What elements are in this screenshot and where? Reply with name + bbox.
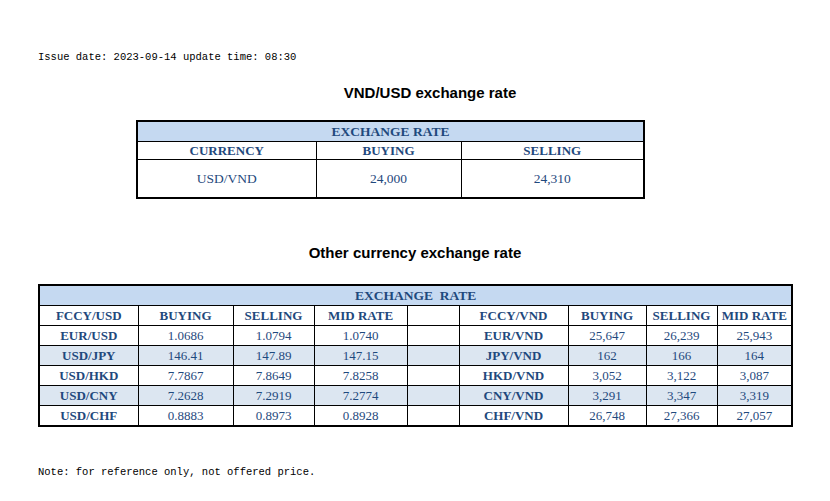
gap-column-cell [407,366,459,386]
selling-rate-cell: 166 [646,346,717,366]
gap-column-cell [407,306,459,326]
usd-table-title: VND/USD exchange rate [30,84,830,101]
currency-pair-cell: HKD/VND [459,366,568,386]
table-row: EUR/USD 1.0686 1.0794 1.0740 EUR/VND 25,… [39,326,792,346]
gap-column-cell [407,386,459,406]
currency-pair-cell: USD/HKD [39,366,138,386]
mid-rate-cell: 0.8928 [314,406,407,427]
currency-pair-cell: EUR/VND [459,326,568,346]
mid-rate-cell: 27,057 [717,406,792,427]
selling-rate-cell: 7.8649 [233,366,314,386]
column-header-selling-vnd: SELLING [646,306,717,326]
selling-rate-cell: 147.89 [233,346,314,366]
buying-rate-cell: 7.7867 [138,366,233,386]
table-row: USD/CNY 7.2628 7.2919 7.2774 CNY/VND 3,2… [39,386,792,406]
table-row: USD/JPY 146.41 147.89 147.15 JPY/VND 162… [39,346,792,366]
exchange-rate-band: EXCHANGE RATE [39,285,792,306]
gap-column-cell [407,346,459,366]
mid-rate-cell: 25,943 [717,326,792,346]
buying-rate-cell: 3,052 [568,366,646,386]
buying-rate-cell: 146.41 [138,346,233,366]
gap-column-cell [407,326,459,346]
other-table-title: Other currency exchange rate [0,244,830,261]
table-row: USD/VND 24,000 24,310 [137,160,644,199]
column-header-buying: BUYING [316,142,461,160]
buying-rate-cell: 162 [568,346,646,366]
mid-rate-cell: 3,087 [717,366,792,386]
table-row: USD/HKD 7.7867 7.8649 7.8258 HKD/VND 3,0… [39,366,792,386]
column-header-currency: CURRENCY [137,142,316,160]
column-header-fccy-vnd: FCCY/VND [459,306,568,326]
buying-rate-cell: 3,291 [568,386,646,406]
buying-rate-cell: 24,000 [316,160,461,199]
selling-rate-cell: 7.2919 [233,386,314,406]
selling-rate-cell: 1.0794 [233,326,314,346]
selling-rate-cell: 26,239 [646,326,717,346]
currency-pair-cell: USD/CHF [39,406,138,427]
currency-pair-cell: CHF/VND [459,406,568,427]
buying-rate-cell: 0.8883 [138,406,233,427]
selling-rate-cell: 27,366 [646,406,717,427]
table-row: USD/CHF 0.8883 0.8973 0.8928 CHF/VND 26,… [39,406,792,427]
mid-rate-cell: 147.15 [314,346,407,366]
issue-date-text: Issue date: 2023-09-14 update time: 08:3… [38,51,296,63]
gap-column-cell [407,406,459,427]
usd-table-column-header-row: CURRENCY BUYING SELLING [137,142,644,160]
selling-rate-cell: 0.8973 [233,406,314,427]
currency-pair-cell: USD/VND [137,160,316,199]
usd-rate-table: EXCHANGE RATE CURRENCY BUYING SELLING US… [136,120,645,199]
other-table-column-header-row: FCCY/USD BUYING SELLING MID RATE FCCY/VN… [39,306,792,326]
column-header-midrate-usd: MID RATE [314,306,407,326]
buying-rate-cell: 1.0686 [138,326,233,346]
currency-pair-cell: CNY/VND [459,386,568,406]
selling-rate-cell: 24,310 [461,160,644,199]
column-header-buying-vnd: BUYING [568,306,646,326]
currency-pair-cell: EUR/USD [39,326,138,346]
buying-rate-cell: 26,748 [568,406,646,427]
note-text: Note: for reference only, not offered pr… [38,466,315,478]
buying-rate-cell: 7.2628 [138,386,233,406]
exchange-rate-band: EXCHANGE RATE [137,121,644,142]
mid-rate-cell: 7.2774 [314,386,407,406]
other-table-header-row: EXCHANGE RATE [39,285,792,306]
usd-table-header-row: EXCHANGE RATE [137,121,644,142]
column-header-selling-usd: SELLING [233,306,314,326]
column-header-midrate-vnd: MID RATE [717,306,792,326]
mid-rate-cell: 1.0740 [314,326,407,346]
column-header-buying-usd: BUYING [138,306,233,326]
currency-pair-cell: JPY/VND [459,346,568,366]
buying-rate-cell: 25,647 [568,326,646,346]
currency-pair-cell: USD/CNY [39,386,138,406]
selling-rate-cell: 3,122 [646,366,717,386]
mid-rate-cell: 7.8258 [314,366,407,386]
column-header-fccy-usd: FCCY/USD [39,306,138,326]
page: { "page": { "issue_line": "Issue date: 2… [0,0,830,501]
other-rate-table: EXCHANGE RATE FCCY/USD BUYING SELLING MI… [38,284,793,427]
column-header-selling: SELLING [461,142,644,160]
mid-rate-cell: 164 [717,346,792,366]
currency-pair-cell: USD/JPY [39,346,138,366]
mid-rate-cell: 3,319 [717,386,792,406]
selling-rate-cell: 3,347 [646,386,717,406]
